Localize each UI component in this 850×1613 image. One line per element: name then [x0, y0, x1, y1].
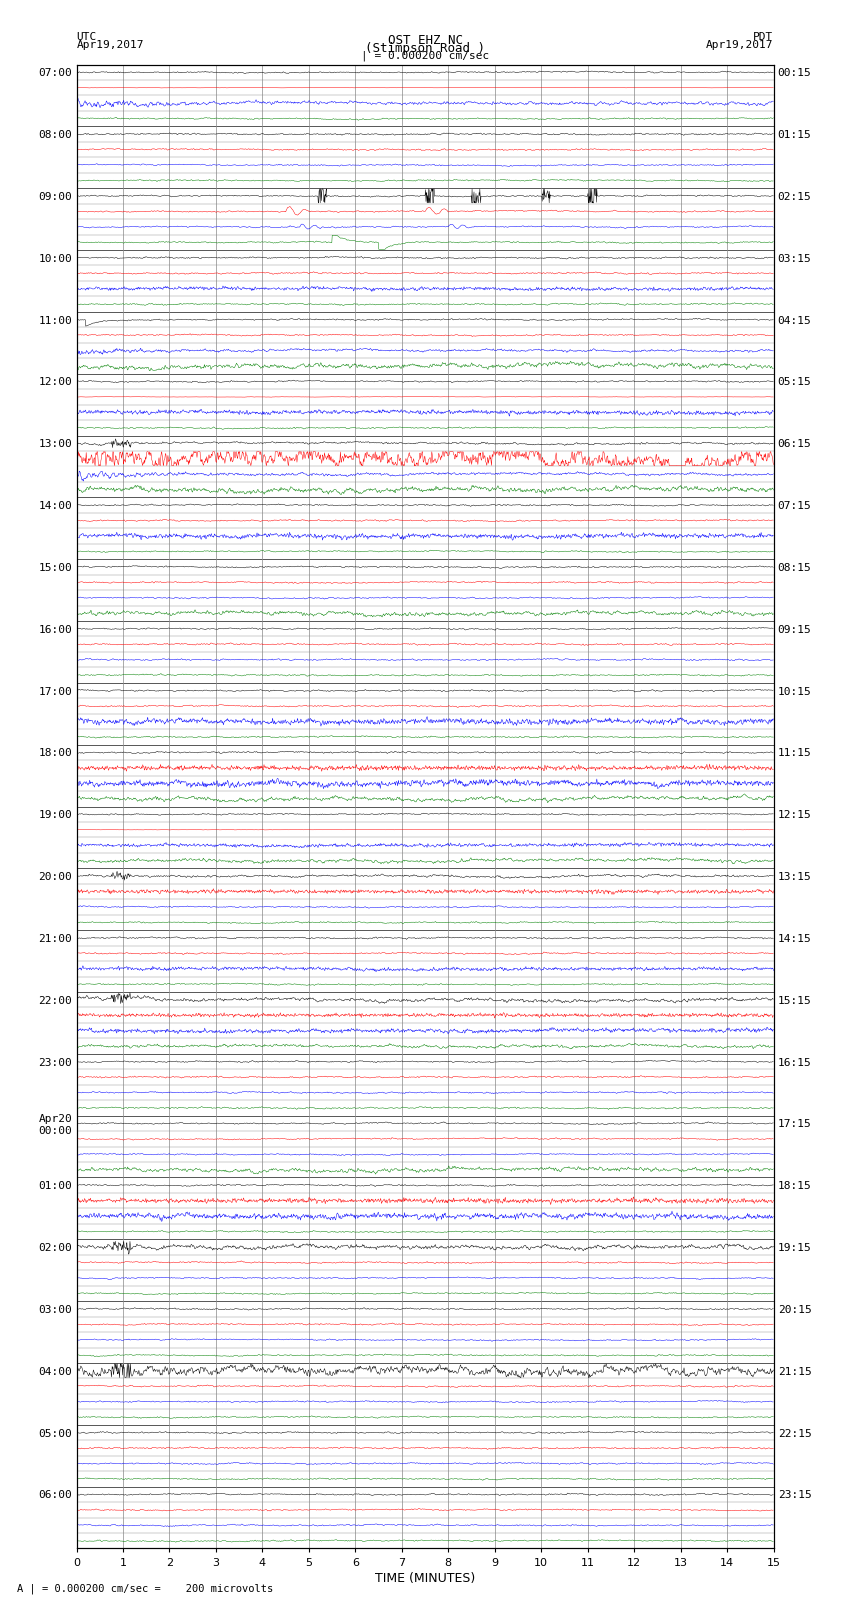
Text: Apr19,2017: Apr19,2017 — [706, 40, 774, 50]
Text: PDT: PDT — [753, 32, 774, 42]
Text: (Stimpson Road ): (Stimpson Road ) — [365, 42, 485, 55]
Text: Apr19,2017: Apr19,2017 — [76, 40, 144, 50]
X-axis label: TIME (MINUTES): TIME (MINUTES) — [375, 1571, 475, 1584]
Text: UTC: UTC — [76, 32, 97, 42]
Text: A | = 0.000200 cm/sec =    200 microvolts: A | = 0.000200 cm/sec = 200 microvolts — [17, 1582, 273, 1594]
Text: | = 0.000200 cm/sec: | = 0.000200 cm/sec — [361, 50, 489, 61]
Text: OST EHZ NC: OST EHZ NC — [388, 34, 462, 47]
